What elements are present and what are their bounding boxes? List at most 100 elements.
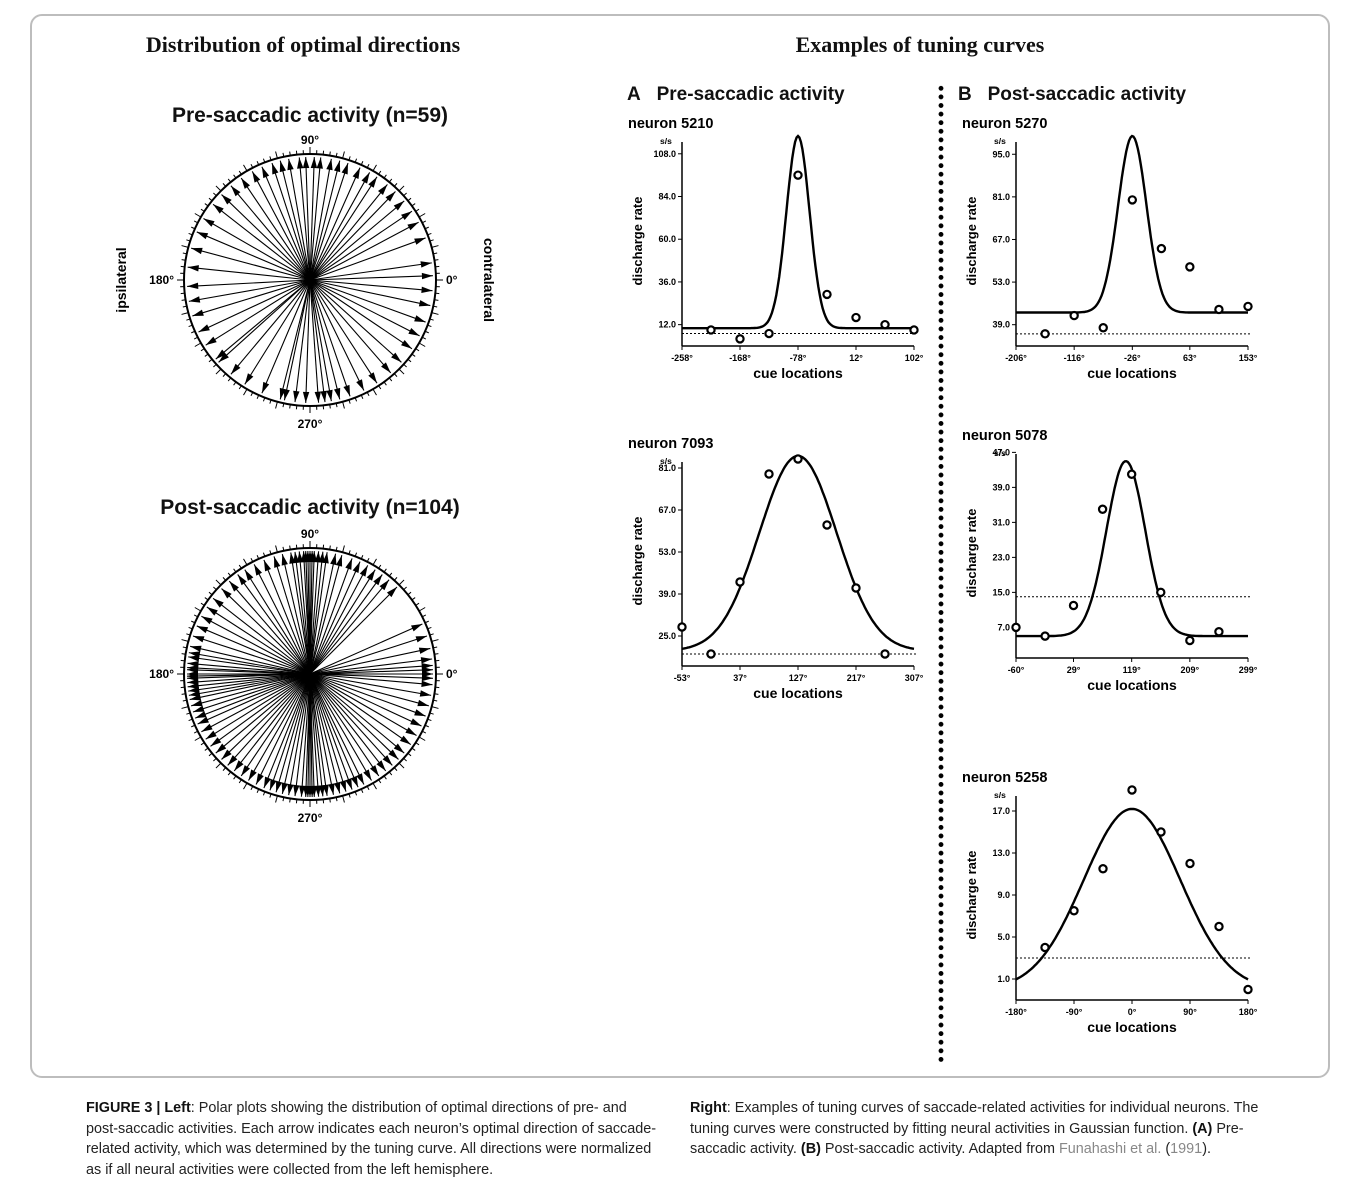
x-axis-title: cue locations: [1087, 677, 1177, 693]
direction-arrow: [309, 210, 413, 281]
direction-arrowhead: [310, 157, 318, 169]
x-tick-label: -168°: [729, 353, 751, 363]
caption-reference-year[interactable]: 1991: [1170, 1141, 1203, 1157]
direction-arrow: [188, 673, 311, 692]
gaussian-fit-curve: [1015, 807, 1249, 981]
direction-arrowhead: [421, 286, 433, 293]
direction-arrow: [309, 279, 433, 292]
polar-tick: [433, 305, 438, 308]
polar-tick: [262, 552, 266, 557]
data-point: [764, 328, 774, 339]
direction-arrowhead: [322, 784, 329, 796]
direction-arrowhead: [361, 172, 370, 184]
polar-tick: [431, 245, 439, 248]
data-point: [1243, 984, 1253, 995]
direction-arrow: [309, 157, 322, 281]
direction-arrow: [309, 673, 324, 797]
direction-arrow: [309, 658, 433, 675]
neuron-title: neuron 7093: [628, 436, 713, 452]
tuning-chart-5210: neuron 5210 s/s 12.0 36.0 60.0 84.0 108.0 -258°…: [628, 116, 924, 381]
polar-tick: [407, 358, 412, 363]
direction-arrow: [187, 662, 311, 675]
direction-arrow: [309, 167, 361, 281]
polar-tick: [393, 577, 398, 581]
direction-arrow: [309, 673, 426, 717]
data-point: [822, 520, 832, 530]
data-point: [1156, 827, 1166, 837]
polar-tick: [372, 164, 377, 172]
direction-arrowhead: [414, 315, 426, 323]
direction-arrowhead: [213, 598, 224, 608]
polar-tick: [398, 762, 405, 769]
direction-arrowhead: [287, 783, 294, 796]
direction-arrowhead: [205, 336, 217, 346]
direction-arrowhead: [350, 775, 359, 788]
direction-arrow: [309, 635, 428, 675]
direction-arrow: [248, 673, 311, 781]
direction-arrow: [309, 172, 371, 281]
x-tick-label: -116°: [1064, 353, 1086, 363]
direction-arrowhead: [221, 749, 232, 760]
direction-arrow: [203, 218, 311, 281]
caption-right-word: Right: [690, 1100, 727, 1116]
direction-arrowhead: [399, 735, 411, 745]
y-tick-label: 81.0: [658, 463, 676, 473]
polar-tick: [213, 192, 217, 197]
direction-arrowhead: [297, 157, 304, 169]
direction-arrow: [188, 673, 311, 696]
direction-arrowhead: [376, 760, 386, 771]
polar-tick: [418, 342, 426, 347]
direction-arrow: [309, 673, 372, 781]
polar-tick: [238, 385, 242, 390]
polar-tick: [193, 614, 198, 618]
polar-tick: [289, 404, 291, 409]
direction-arrow: [244, 279, 311, 385]
direction-arrow: [309, 673, 320, 797]
direction-arrow: [309, 262, 432, 281]
direction-arrowhead: [421, 662, 433, 670]
polar-tick: [398, 185, 405, 192]
y-tick-label: 95.0: [992, 149, 1010, 159]
data-point: [880, 319, 890, 330]
polar-tick: [181, 299, 186, 301]
polar-tick: [393, 183, 398, 187]
direction-arrowhead: [302, 157, 310, 169]
polar-plot-post: 90° 270° 180° 0°: [149, 527, 458, 825]
data-point: [1011, 622, 1021, 633]
direction-arrow: [198, 279, 311, 333]
polar-tick: [424, 620, 429, 624]
data-point: [1243, 301, 1253, 312]
direction-arrowhead: [382, 755, 393, 766]
polar-tick: [429, 318, 434, 321]
polar-tick: [429, 633, 434, 636]
x-tick-label: 90°: [1183, 1007, 1197, 1017]
x-tick-label: -90°: [1066, 1007, 1083, 1017]
caption-text-1: : Polar plots showing the distribution o…: [86, 1100, 657, 1178]
direction-arrow: [305, 157, 311, 281]
y-tick-label: 12.0: [658, 320, 676, 330]
direction-arrow: [240, 177, 311, 281]
polar-tick: [403, 363, 407, 368]
neuron-title: neuron 5258: [962, 770, 1047, 786]
data-point: [1068, 600, 1079, 611]
x-axis-title: cue locations: [1087, 1019, 1177, 1035]
polar-tick: [213, 586, 217, 591]
direction-arrow: [309, 586, 398, 675]
polar-tick: [360, 788, 364, 793]
polar-tick: [418, 607, 426, 612]
polar-tick: [200, 348, 205, 352]
direction-arrowhead: [289, 552, 296, 564]
polar-tick: [383, 381, 387, 386]
y-axis-title: discharge rate: [964, 197, 979, 286]
x-axis-title: cue locations: [753, 685, 843, 701]
polar-tick: [233, 381, 237, 386]
direction-arrowhead: [393, 200, 405, 211]
caption-reference-link[interactable]: Funahashi et al.: [1058, 1141, 1162, 1157]
polar-tick: [204, 203, 209, 207]
direction-arrow: [212, 597, 311, 675]
polar-tick: [360, 555, 364, 560]
polar-tick: [269, 156, 272, 161]
direction-arrow: [309, 673, 365, 785]
direction-arrow: [309, 160, 341, 281]
polar-tick: [427, 626, 432, 630]
